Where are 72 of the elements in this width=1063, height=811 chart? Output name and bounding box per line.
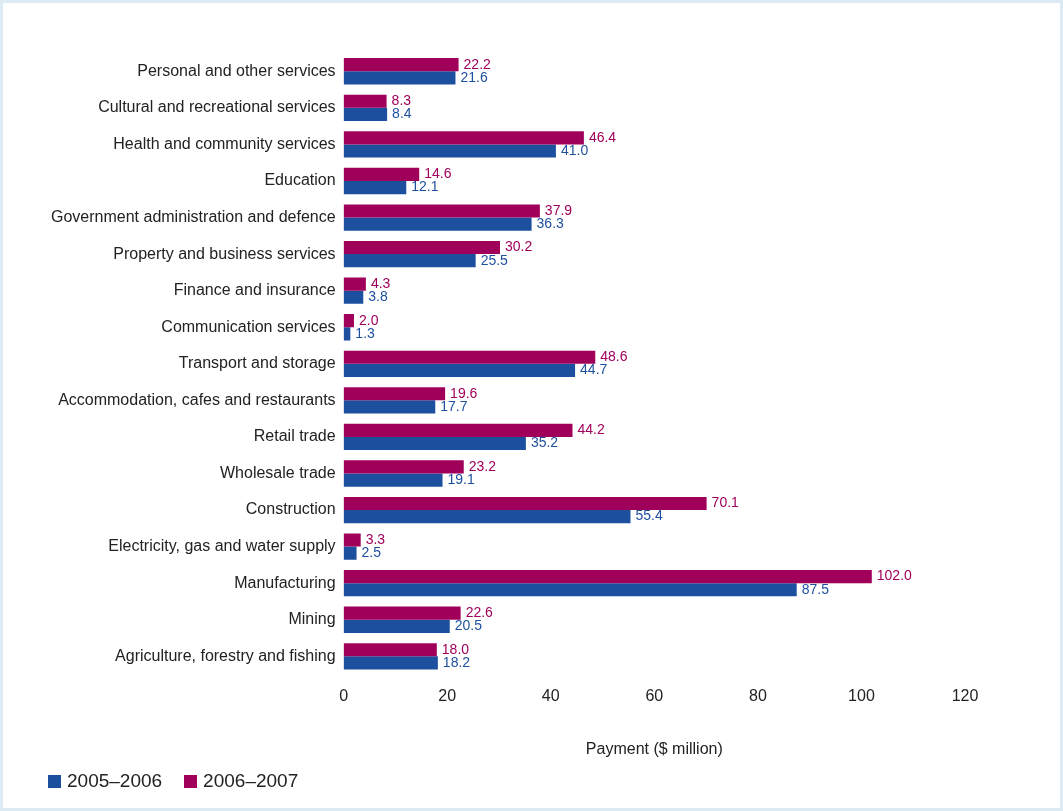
legend-label: 2005–2006 [67, 770, 163, 792]
data-label: 46.4 [588, 128, 617, 145]
x-tick-label: 60 [645, 686, 664, 704]
legend-label: 2006–2007 [203, 770, 299, 792]
data-label: 41.0 [560, 141, 589, 158]
y-tick-label: Retail trade [253, 427, 336, 445]
data-label: 2.5 [361, 544, 382, 561]
bar [343, 204, 540, 218]
bar [343, 606, 461, 620]
bar [343, 240, 500, 255]
data-label: 70.1 [711, 494, 740, 511]
y-tick-label: Manufacturing [234, 573, 336, 591]
x-tick-label: 120 [951, 686, 979, 704]
bar [343, 583, 797, 597]
bar [343, 387, 446, 401]
bar [343, 144, 556, 158]
bar [343, 71, 456, 85]
bar [343, 94, 387, 108]
y-tick-label: Government administration and defence [51, 207, 336, 225]
bar [343, 131, 584, 145]
bar [343, 400, 436, 414]
bar [343, 363, 576, 377]
data-label: 102.0 [876, 567, 913, 584]
bar [343, 619, 450, 633]
y-tick-label: Communication services [161, 317, 336, 335]
y-tick-label: Health and community services [113, 134, 336, 152]
bar [343, 290, 364, 304]
y-tick-label: Electricity, gas and water supply [108, 537, 336, 555]
bar [343, 277, 366, 291]
data-label: 55.4 [635, 507, 663, 524]
bar [343, 107, 388, 122]
bar [343, 510, 631, 524]
bar [343, 533, 361, 547]
bar [343, 436, 526, 451]
data-label: 44.2 [577, 421, 605, 438]
y-tick-label: Agriculture, forestry and fishing [115, 646, 336, 664]
bar [343, 643, 437, 657]
data-label: 3.8 [368, 288, 388, 305]
bar [343, 496, 707, 511]
x-tick-label: 100 [848, 686, 875, 704]
y-tick-label: Construction [245, 500, 336, 518]
x-tick-label: 0 [339, 686, 349, 704]
data-label: 4.3 [370, 274, 391, 291]
x-axis-title: Payment ($ million) [585, 739, 723, 757]
data-label: 35.2 [530, 434, 559, 451]
bar [343, 58, 459, 72]
bar [343, 254, 476, 268]
x-tick-label: 40 [541, 686, 560, 704]
y-tick-label: Mining [288, 610, 336, 628]
y-tick-label: Accommodation, cafes and restaurants [58, 390, 336, 408]
bar [343, 423, 573, 437]
bar [343, 656, 438, 670]
bar [343, 473, 443, 487]
y-tick-label: Personal and other services [137, 61, 336, 79]
bar [343, 460, 464, 474]
bar [343, 546, 357, 560]
data-label: 87.5 [801, 580, 830, 597]
bar [343, 180, 407, 195]
bar [343, 167, 420, 181]
y-tick-label: Wholesale trade [219, 463, 336, 481]
bar [343, 570, 872, 584]
bar [343, 217, 532, 231]
bar [343, 350, 596, 364]
y-tick-label: Cultural and recreational services [98, 98, 336, 116]
bar [343, 314, 354, 328]
y-tick-label: Finance and insurance [173, 281, 336, 299]
y-tick-label: Transport and storage [178, 354, 336, 372]
y-tick-label: Property and business services [113, 244, 336, 262]
data-label: 3.3 [365, 530, 386, 547]
x-tick-label: 80 [748, 686, 767, 704]
x-tick-label: 20 [438, 686, 457, 704]
y-tick-label: Education [264, 171, 336, 189]
